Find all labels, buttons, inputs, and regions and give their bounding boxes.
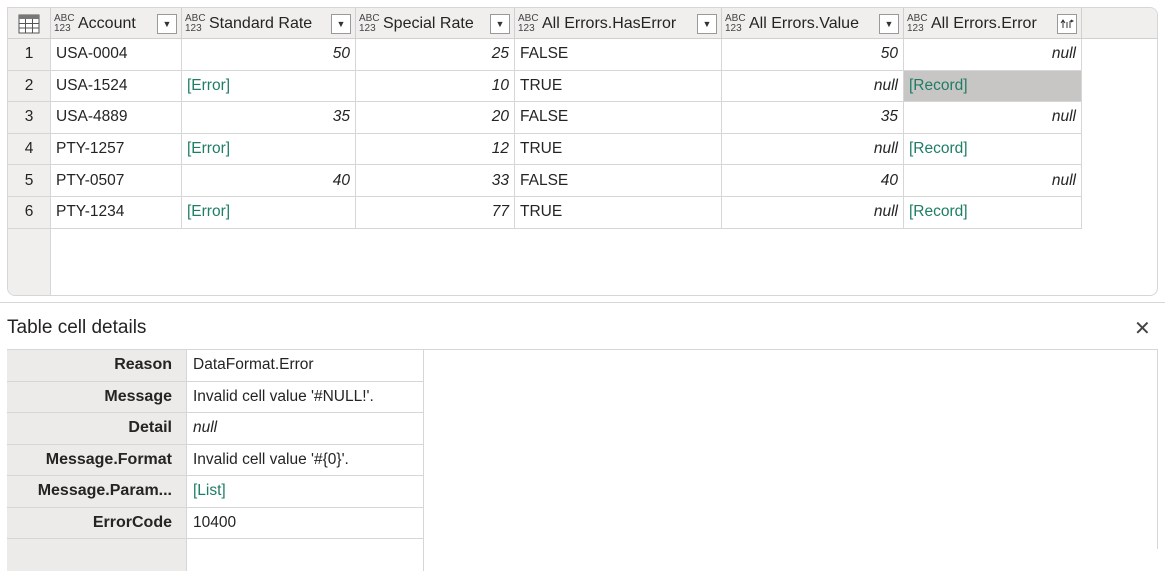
type-any-icon: ABC 123 (185, 12, 206, 34)
row-number[interactable]: 6 (8, 197, 51, 229)
column-name: All Errors.Error (931, 14, 1037, 32)
table-cell[interactable]: 50 (722, 39, 904, 71)
type-any-icon: ABC 123 (725, 12, 746, 34)
expand-columns-icon[interactable] (1057, 13, 1077, 34)
row-number[interactable]: 2 (8, 70, 51, 103)
table-cell[interactable]: 50 (182, 39, 356, 71)
column-name: Special Rate (383, 14, 474, 32)
row-number[interactable]: 1 (8, 39, 51, 71)
detail-label: ErrorCode (7, 507, 187, 539)
column-dropdown-icon[interactable]: ▼ (331, 13, 351, 34)
type-any-icon: ABC 123 (518, 12, 539, 34)
table-cell[interactable]: TRUE (515, 197, 722, 229)
table-cell[interactable]: 35 (182, 102, 356, 134)
table-cell[interactable]: FALSE (515, 102, 722, 134)
table-cell[interactable]: USA-0004 (51, 39, 182, 71)
table-cell[interactable]: TRUE (515, 70, 722, 103)
cell-link[interactable]: [Error] (182, 197, 356, 229)
detail-row: Reason DataFormat.Error (7, 350, 424, 382)
table-cell[interactable]: FALSE (515, 165, 722, 197)
table-cell[interactable]: 12 (356, 133, 515, 166)
table-cell[interactable]: null (904, 102, 1082, 134)
column-name: All Errors.Value (749, 14, 859, 32)
table-menu-icon[interactable] (8, 8, 51, 39)
column-header-all-errors-value[interactable]: ABC 123 All Errors.Value ▼ (722, 8, 904, 39)
detail-label: Message.Format (7, 444, 187, 476)
table-cell[interactable]: 25 (356, 39, 515, 71)
table-cell[interactable]: 40 (722, 165, 904, 197)
table-cell[interactable]: USA-4889 (51, 102, 182, 134)
column-header-row: ABC 123 Account ▼ ABC 123 Standard Rate ▼ ABC 123… (8, 8, 1157, 39)
table-cell[interactable]: 10 (356, 70, 515, 103)
table-cell[interactable]: 35 (722, 102, 904, 134)
cell-link[interactable]: [Record] (904, 133, 1082, 166)
detail-row: Detail null (7, 413, 424, 445)
detail-value: null (187, 413, 424, 445)
table-cell[interactable]: PTY-1257 (51, 133, 182, 166)
table-cell[interactable]: 40 (182, 165, 356, 197)
table-cell[interactable]: null (722, 70, 904, 103)
type-any-icon: ABC 123 (359, 12, 380, 34)
column-name: Standard Rate (209, 14, 313, 32)
table-cell[interactable]: USA-1524 (51, 70, 182, 103)
detail-row: Message.Format Invalid cell value '#{0}'. (7, 444, 424, 476)
cell-link[interactable]: [Record] (904, 70, 1082, 103)
detail-row: Message Invalid cell value '#NULL!'. (7, 381, 424, 413)
detail-label: Message.Param... (7, 476, 187, 508)
column-header-special-rate[interactable]: ABC 123 Special Rate ▼ (356, 8, 515, 39)
cell-link[interactable]: [Error] (182, 133, 356, 166)
row-number[interactable]: 5 (8, 165, 51, 197)
detail-label: Reason (7, 350, 187, 382)
table-cell[interactable]: FALSE (515, 39, 722, 71)
table-cell[interactable]: 33 (356, 165, 515, 197)
column-dropdown-icon[interactable]: ▼ (157, 13, 177, 34)
table-cell[interactable]: null (904, 165, 1082, 197)
table-cell[interactable]: null (722, 197, 904, 229)
detail-value: 10400 (187, 507, 424, 539)
detail-row: Message.Param... [List] (7, 476, 424, 508)
detail-value: Invalid cell value '#{0}'. (187, 444, 424, 476)
row-number[interactable]: 4 (8, 133, 51, 166)
details-pane (7, 349, 1158, 549)
pane-divider[interactable] (0, 302, 1165, 303)
detail-row: ErrorCode 10400 (7, 507, 424, 539)
column-header-all-errors-haserror[interactable]: ABC 123 All Errors.HasError ▼ (515, 8, 722, 39)
type-any-icon: ABC 123 (54, 12, 75, 34)
column-name: All Errors.HasError (542, 14, 677, 32)
column-header-account[interactable]: ABC 123 Account ▼ (51, 8, 182, 39)
table-cell[interactable]: PTY-1234 (51, 197, 182, 229)
cell-link[interactable]: [Error] (182, 70, 356, 103)
table-cell[interactable]: TRUE (515, 133, 722, 166)
column-name: Account (78, 14, 136, 32)
column-header-all-errors-error[interactable]: ABC 123 All Errors.Error (904, 8, 1082, 39)
detail-label: Detail (7, 413, 187, 445)
detail-label: Message (7, 381, 187, 413)
detail-value: Invalid cell value '#NULL!'. (187, 381, 424, 413)
detail-row-partial (7, 539, 424, 571)
column-dropdown-icon[interactable]: ▼ (697, 13, 717, 34)
table-cell[interactable]: 20 (356, 102, 515, 134)
column-dropdown-icon[interactable]: ▼ (490, 13, 510, 34)
table-cell[interactable]: null (904, 39, 1082, 71)
table-cell[interactable]: PTY-0507 (51, 165, 182, 197)
details-title: Table cell details (7, 317, 147, 338)
close-icon[interactable]: ✕ (1134, 318, 1151, 340)
table-cell[interactable]: 77 (356, 197, 515, 229)
cell-link[interactable]: [Record] (904, 197, 1082, 229)
data-grid: ABC 123 Account ▼ ABC 123 Standard Rate ▼ ABC 123… (7, 7, 1158, 296)
row-number[interactable]: 3 (8, 102, 51, 134)
detail-value: DataFormat.Error (187, 350, 424, 382)
detail-value[interactable]: [List] (187, 476, 424, 508)
type-any-icon: ABC 123 (907, 12, 928, 34)
column-header-standard-rate[interactable]: ABC 123 Standard Rate ▼ (182, 8, 356, 39)
column-dropdown-icon[interactable]: ▼ (879, 13, 899, 34)
table-cell[interactable]: null (722, 133, 904, 166)
